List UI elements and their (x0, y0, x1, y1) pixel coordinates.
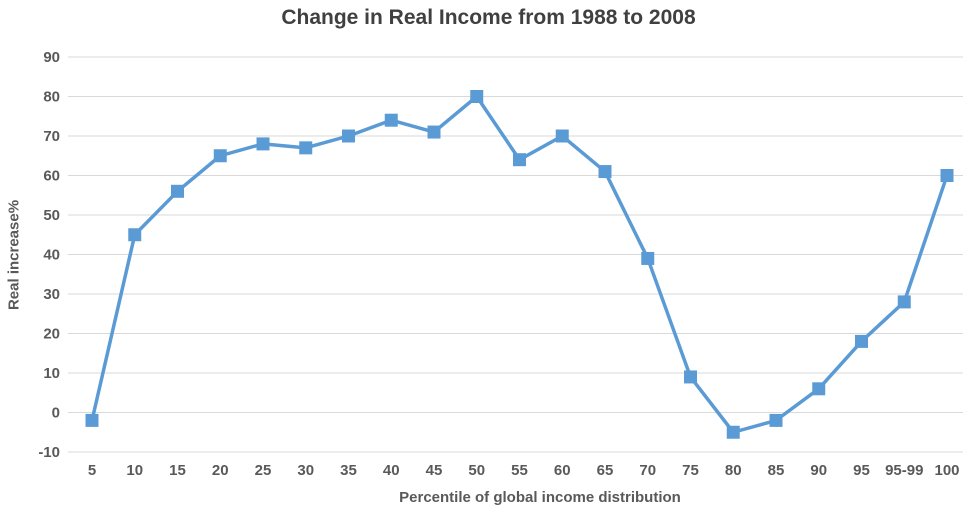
data-point-marker (812, 382, 826, 396)
data-point-marker (470, 90, 484, 103)
x-tick-label: 90 (810, 462, 827, 479)
data-point-marker (940, 169, 954, 182)
y-tick-label: 20 (43, 326, 60, 343)
x-tick-label: 55 (511, 462, 528, 479)
x-axis-title: Percentile of global income distribution (399, 489, 681, 506)
data-point-marker (256, 137, 270, 151)
data-point-marker (171, 184, 184, 198)
y-tick-label: 0 (52, 405, 60, 422)
data-point-marker (555, 129, 569, 143)
x-tick-label: 35 (340, 462, 357, 479)
data-point-marker (85, 413, 99, 427)
data-point-marker (641, 251, 655, 265)
y-tick-label: 50 (43, 207, 60, 224)
data-point-marker (213, 149, 227, 163)
x-tick-label: 20 (212, 462, 229, 479)
x-tick-label: 95 (853, 462, 870, 479)
x-tick-label: 15 (169, 462, 186, 479)
x-tick-label: 100 (934, 462, 959, 479)
x-tick-label: 40 (383, 462, 400, 479)
y-tick-label: 80 (43, 89, 60, 106)
x-tick-label: 10 (126, 462, 143, 479)
data-point-marker (769, 413, 783, 427)
data-point-marker (684, 370, 697, 384)
x-tick-label: 50 (468, 462, 485, 479)
data-point-marker (855, 334, 868, 348)
data-point-marker (384, 113, 398, 127)
x-tick-label: 30 (297, 462, 314, 479)
chart-title: Change in Real Income from 1988 to 2008 (281, 6, 696, 29)
data-point-marker (128, 228, 142, 242)
y-tick-label: 90 (43, 49, 60, 66)
x-tick-label: 65 (597, 462, 614, 479)
data-point-marker (513, 153, 526, 167)
x-tick-label: 5 (88, 462, 96, 479)
y-tick-label: 70 (43, 128, 60, 145)
y-tick-label: 30 (43, 286, 60, 303)
data-point-marker (342, 129, 355, 143)
x-tick-label: 95-99 (885, 462, 923, 479)
data-point-marker (299, 141, 313, 155)
x-tick-label: 70 (639, 462, 656, 479)
data-point-marker (897, 295, 911, 309)
y-tick-label: 40 (43, 247, 60, 264)
data-series-line (90, 94, 949, 434)
data-point-marker (726, 425, 740, 439)
y-tick-label: -10 (38, 444, 60, 461)
y-tick-label: 60 (43, 168, 60, 185)
x-tick-label: 85 (768, 462, 785, 479)
x-tick-label: 25 (255, 462, 272, 479)
y-tick-label: 10 (43, 365, 60, 382)
x-tick-label: 75 (682, 462, 699, 479)
x-tick-label: 45 (426, 462, 443, 479)
data-point-marker (427, 125, 441, 139)
x-tick-label: 60 (554, 462, 571, 479)
x-tick-label: 80 (725, 462, 742, 479)
data-point-marker (598, 165, 612, 179)
